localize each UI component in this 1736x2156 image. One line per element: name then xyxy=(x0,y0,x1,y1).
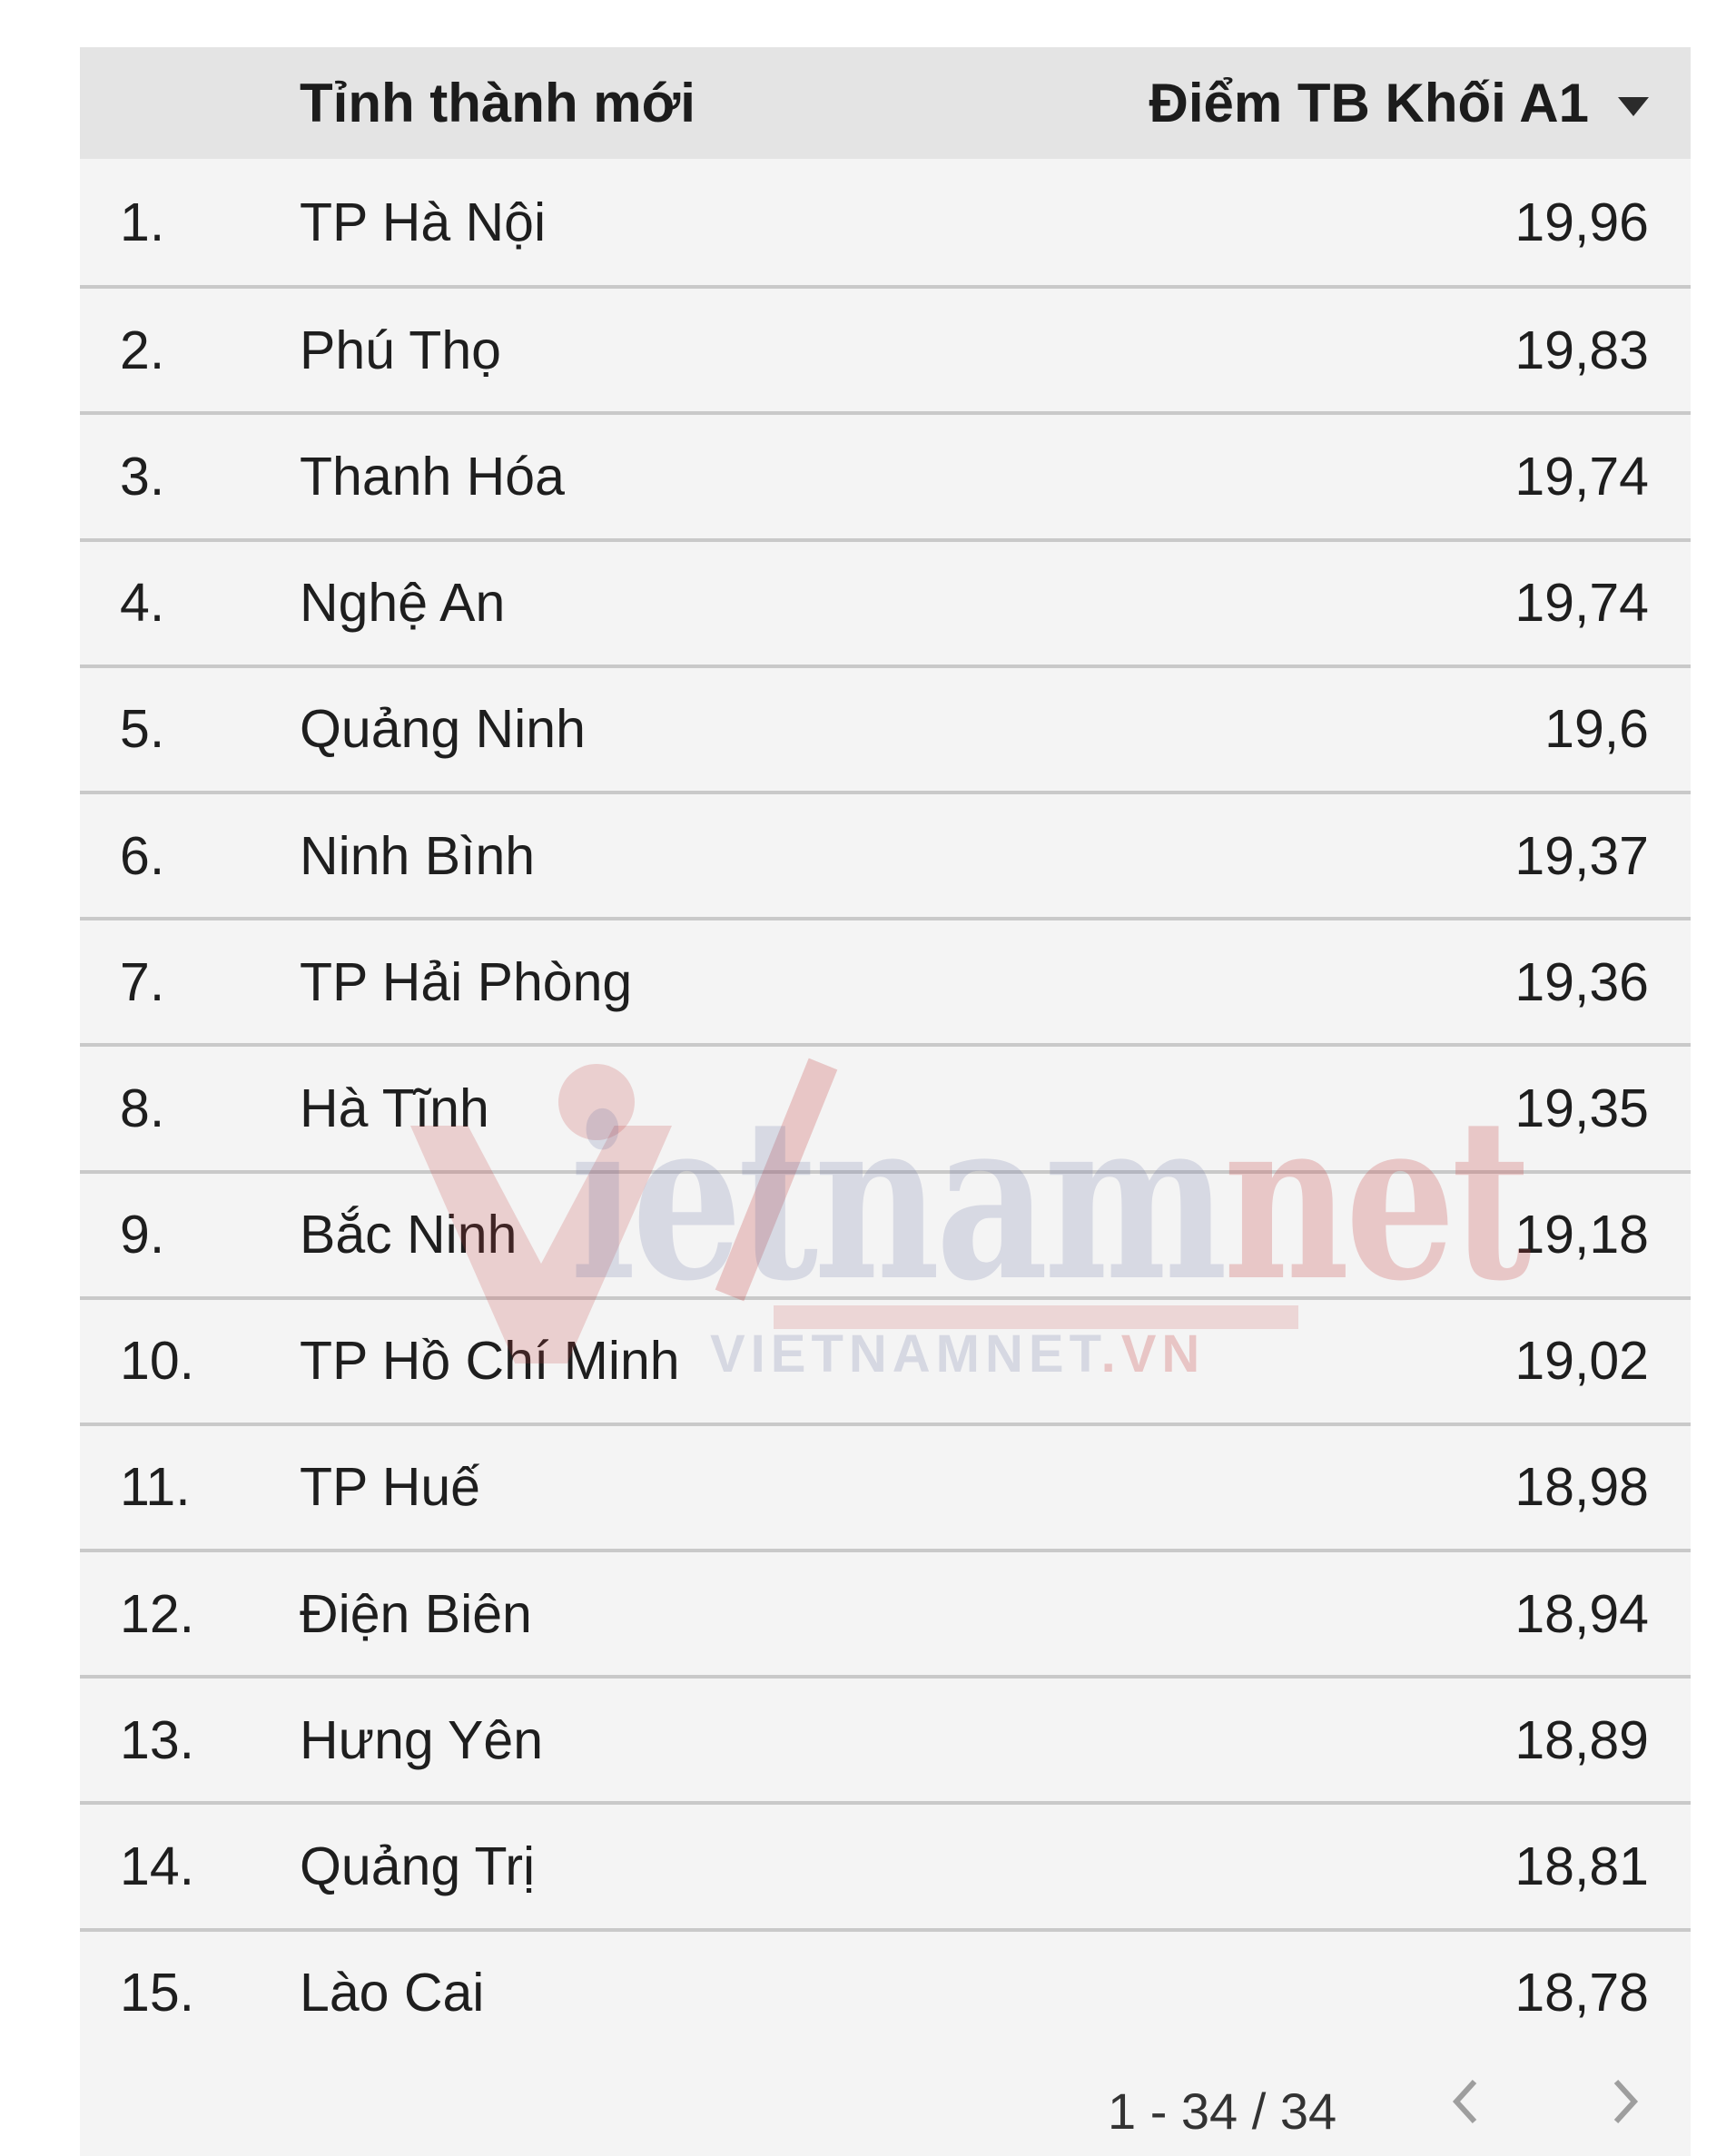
table-row: 7. TP Hải Phòng 19,36 xyxy=(80,917,1691,1044)
row-rank: 10. xyxy=(120,1331,195,1392)
row-score: 19,74 xyxy=(1514,446,1649,507)
row-rank: 15. xyxy=(120,1963,195,2023)
row-score: 19,02 xyxy=(1514,1331,1649,1392)
table-row: 13. Hưng Yên 18,89 xyxy=(80,1675,1691,1802)
row-rank: 5. xyxy=(120,699,165,760)
table-row: 10. TP Hồ Chí Minh 19,02 xyxy=(80,1295,1691,1423)
row-rank: 13. xyxy=(120,1709,195,1770)
table-row: 1. TP Hà Nội 19,96 xyxy=(80,159,1691,286)
row-rank: 3. xyxy=(120,446,165,507)
row-rank: 6. xyxy=(120,825,165,886)
row-province: TP Hồ Chí Minh xyxy=(300,1331,680,1392)
header-province-label: Tỉnh thành mới xyxy=(300,73,695,133)
table-row: 8. Hà Tĩnh 19,35 xyxy=(80,1043,1691,1170)
table-body: 1. TP Hà Nội 19,96 2. Phú Thọ 19,83 3. T… xyxy=(80,159,1691,2054)
pagination-next-button[interactable] xyxy=(1598,2076,1649,2127)
row-score: 19,18 xyxy=(1514,1205,1649,1265)
table-row: 6. Ninh Bình 19,37 xyxy=(80,790,1691,918)
pagination-prev-button[interactable] xyxy=(1442,2076,1493,2127)
table-row: 14. Quảng Trị 18,81 xyxy=(80,1801,1691,1928)
row-score: 19,37 xyxy=(1514,825,1649,886)
row-rank: 14. xyxy=(120,1836,195,1897)
table-row: 9. Bắc Ninh 19,18 xyxy=(80,1169,1691,1296)
row-rank: 8. xyxy=(120,1078,165,1138)
row-province: Ninh Bình xyxy=(300,825,536,886)
row-score: 19,6 xyxy=(1544,699,1649,760)
row-score: 18,78 xyxy=(1514,1963,1649,2023)
row-score: 19,36 xyxy=(1514,951,1649,1012)
table-row: 4. Nghệ An 19,74 xyxy=(80,537,1691,665)
pagination-bar: 1 - 34 / 34 xyxy=(80,2053,1691,2156)
row-province: Phú Thọ xyxy=(300,320,501,380)
table-row: 5. Quảng Ninh 19,6 xyxy=(80,664,1691,791)
row-province: Hà Tĩnh xyxy=(300,1078,489,1138)
sort-desc-icon xyxy=(1618,97,1649,116)
row-rank: 1. xyxy=(120,192,165,252)
row-rank: 4. xyxy=(120,573,165,634)
row-score: 19,83 xyxy=(1514,320,1649,380)
row-province: Nghệ An xyxy=(300,573,506,634)
row-score: 18,81 xyxy=(1514,1836,1649,1897)
table-row: 12. Điện Biên 18,94 xyxy=(80,1549,1691,1676)
row-score: 19,35 xyxy=(1514,1078,1649,1138)
row-rank: 7. xyxy=(120,951,165,1012)
row-province: Lào Cai xyxy=(300,1963,485,2023)
row-score: 19,74 xyxy=(1514,573,1649,634)
table-header-row: Tỉnh thành mới Điểm TB Khối A1 xyxy=(80,47,1691,159)
province-score-table: Tỉnh thành mới Điểm TB Khối A1 1. TP Hà … xyxy=(80,47,1691,2156)
header-score-label: Điểm TB Khối A1 xyxy=(1149,73,1589,133)
row-score: 18,89 xyxy=(1514,1709,1649,1770)
row-province: Hưng Yên xyxy=(300,1709,544,1770)
row-province: Quảng Ninh xyxy=(300,699,586,760)
row-province: Quảng Trị xyxy=(300,1836,536,1897)
row-score: 18,94 xyxy=(1514,1583,1649,1644)
row-province: TP Hà Nội xyxy=(300,192,547,252)
header-score-sort[interactable]: Điểm TB Khối A1 xyxy=(1149,72,1691,134)
row-rank: 11. xyxy=(120,1457,191,1518)
row-province: Bắc Ninh xyxy=(300,1205,518,1265)
row-province: TP Hải Phòng xyxy=(300,951,633,1012)
row-province: TP Huế xyxy=(300,1457,480,1518)
row-rank: 12. xyxy=(120,1583,195,1644)
row-rank: 2. xyxy=(120,320,165,380)
chevron-left-icon xyxy=(1442,2076,1493,2127)
table-row: 11. TP Huế 18,98 xyxy=(80,1422,1691,1550)
row-score: 19,96 xyxy=(1514,192,1649,252)
table-row: 15. Lào Cai 18,78 xyxy=(80,1927,1691,2054)
table-row: 3. Thanh Hóa 19,74 xyxy=(80,411,1691,538)
pagination-range-label: 1 - 34 / 34 xyxy=(1108,2082,1337,2140)
row-province: Thanh Hóa xyxy=(300,446,565,507)
row-score: 18,98 xyxy=(1514,1457,1649,1518)
row-rank: 9. xyxy=(120,1205,165,1265)
table-row: 2. Phú Thọ 19,83 xyxy=(80,285,1691,412)
row-province: Điện Biên xyxy=(300,1583,532,1644)
chevron-right-icon xyxy=(1598,2076,1649,2127)
